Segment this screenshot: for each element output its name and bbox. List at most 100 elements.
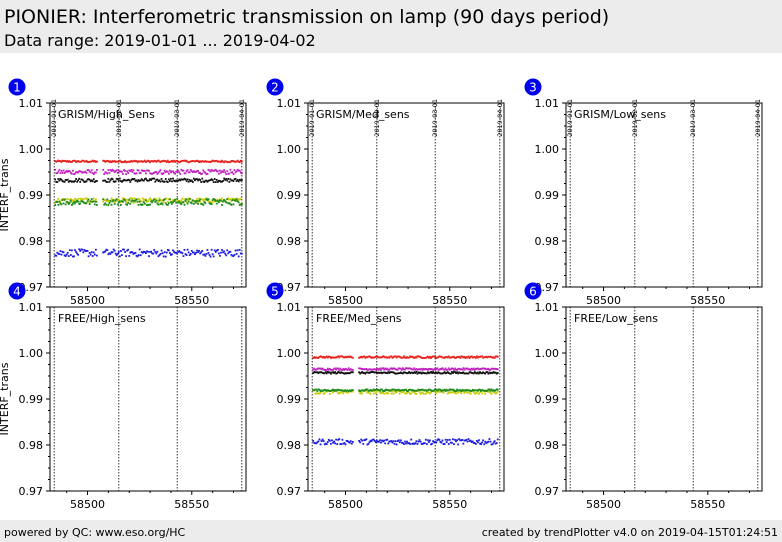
data-point (474, 372, 477, 374)
data-point (316, 357, 319, 359)
data-point (180, 251, 183, 254)
data-point (489, 391, 492, 394)
data-point (315, 368, 318, 371)
data-point (173, 250, 175, 253)
data-point (467, 438, 470, 440)
data-point (199, 172, 202, 174)
data-point (80, 200, 83, 203)
data-point (362, 368, 365, 371)
data-point (347, 367, 350, 370)
data-point (492, 441, 495, 444)
data-point (156, 202, 159, 205)
data-point (64, 203, 67, 206)
data-point (201, 250, 204, 252)
data-point (211, 169, 214, 172)
data-point (166, 181, 169, 183)
data-point (334, 442, 337, 445)
data-point (63, 198, 66, 201)
data-point (490, 388, 493, 391)
data-point (325, 355, 328, 358)
data-point (237, 198, 240, 201)
data-point (350, 390, 353, 393)
data-point (180, 199, 183, 202)
data-point (143, 170, 146, 172)
data-point (155, 179, 158, 181)
data-point (449, 391, 452, 394)
data-point (63, 180, 66, 183)
y-tick-label: 1.01 (19, 301, 44, 314)
data-point (343, 390, 346, 392)
data-point (343, 369, 346, 371)
data-point (393, 389, 396, 392)
data-point (92, 173, 95, 176)
data-point (367, 442, 370, 445)
data-point (324, 442, 327, 445)
data-point (347, 391, 350, 394)
data-point (67, 161, 70, 163)
data-point (96, 203, 98, 206)
data-point (468, 357, 471, 359)
data-point (370, 389, 373, 392)
data-point (83, 202, 86, 204)
data-point (88, 160, 91, 163)
data-point (93, 203, 96, 206)
data-point (359, 356, 362, 359)
panel-index-badge (524, 282, 542, 300)
data-point (327, 389, 330, 392)
data-point (112, 248, 115, 251)
data-point (401, 391, 404, 394)
data-point (57, 159, 60, 162)
data-point (160, 160, 163, 163)
data-point (381, 367, 383, 370)
data-point (191, 199, 194, 202)
data-point (88, 178, 91, 181)
data-point (406, 372, 408, 375)
data-point (204, 254, 207, 257)
data-point (376, 372, 379, 374)
data-point (351, 390, 354, 393)
data-point (77, 171, 80, 174)
data-point (348, 441, 351, 444)
data-point (180, 168, 183, 171)
data-point (204, 160, 207, 162)
data-point (467, 372, 470, 375)
data-point (387, 368, 390, 371)
data-point (67, 180, 70, 183)
data-point (317, 392, 320, 395)
data-point (381, 439, 383, 442)
data-point (133, 159, 136, 162)
data-point (491, 367, 494, 370)
data-point (403, 389, 405, 392)
data-point (404, 440, 406, 443)
data-point (383, 390, 386, 392)
data-point (217, 179, 220, 182)
data-point (150, 199, 153, 201)
data-point (471, 356, 474, 359)
data-point (161, 203, 164, 206)
data-point (393, 442, 396, 445)
panel-title: FREE/Low_sens (574, 312, 658, 325)
data-point (342, 367, 345, 370)
data-point (455, 368, 457, 371)
data-point (363, 368, 366, 371)
data-point (123, 248, 125, 251)
data-point (359, 390, 362, 393)
data-point (72, 202, 74, 205)
data-point (58, 160, 61, 162)
data-point (486, 371, 489, 373)
data-point (70, 161, 73, 163)
data-point (233, 199, 236, 202)
data-point (137, 160, 140, 163)
data-point (78, 200, 81, 203)
data-point (62, 180, 65, 183)
date-label: 2019-03-01 (173, 99, 181, 137)
data-point (385, 439, 388, 441)
data-point (482, 371, 485, 374)
data-point (133, 172, 136, 175)
data-point (340, 368, 343, 371)
data-point (189, 201, 192, 204)
date-label: 2019-01-01 (50, 99, 58, 137)
data-point (396, 389, 399, 391)
data-point (488, 371, 491, 374)
data-point (177, 179, 180, 182)
